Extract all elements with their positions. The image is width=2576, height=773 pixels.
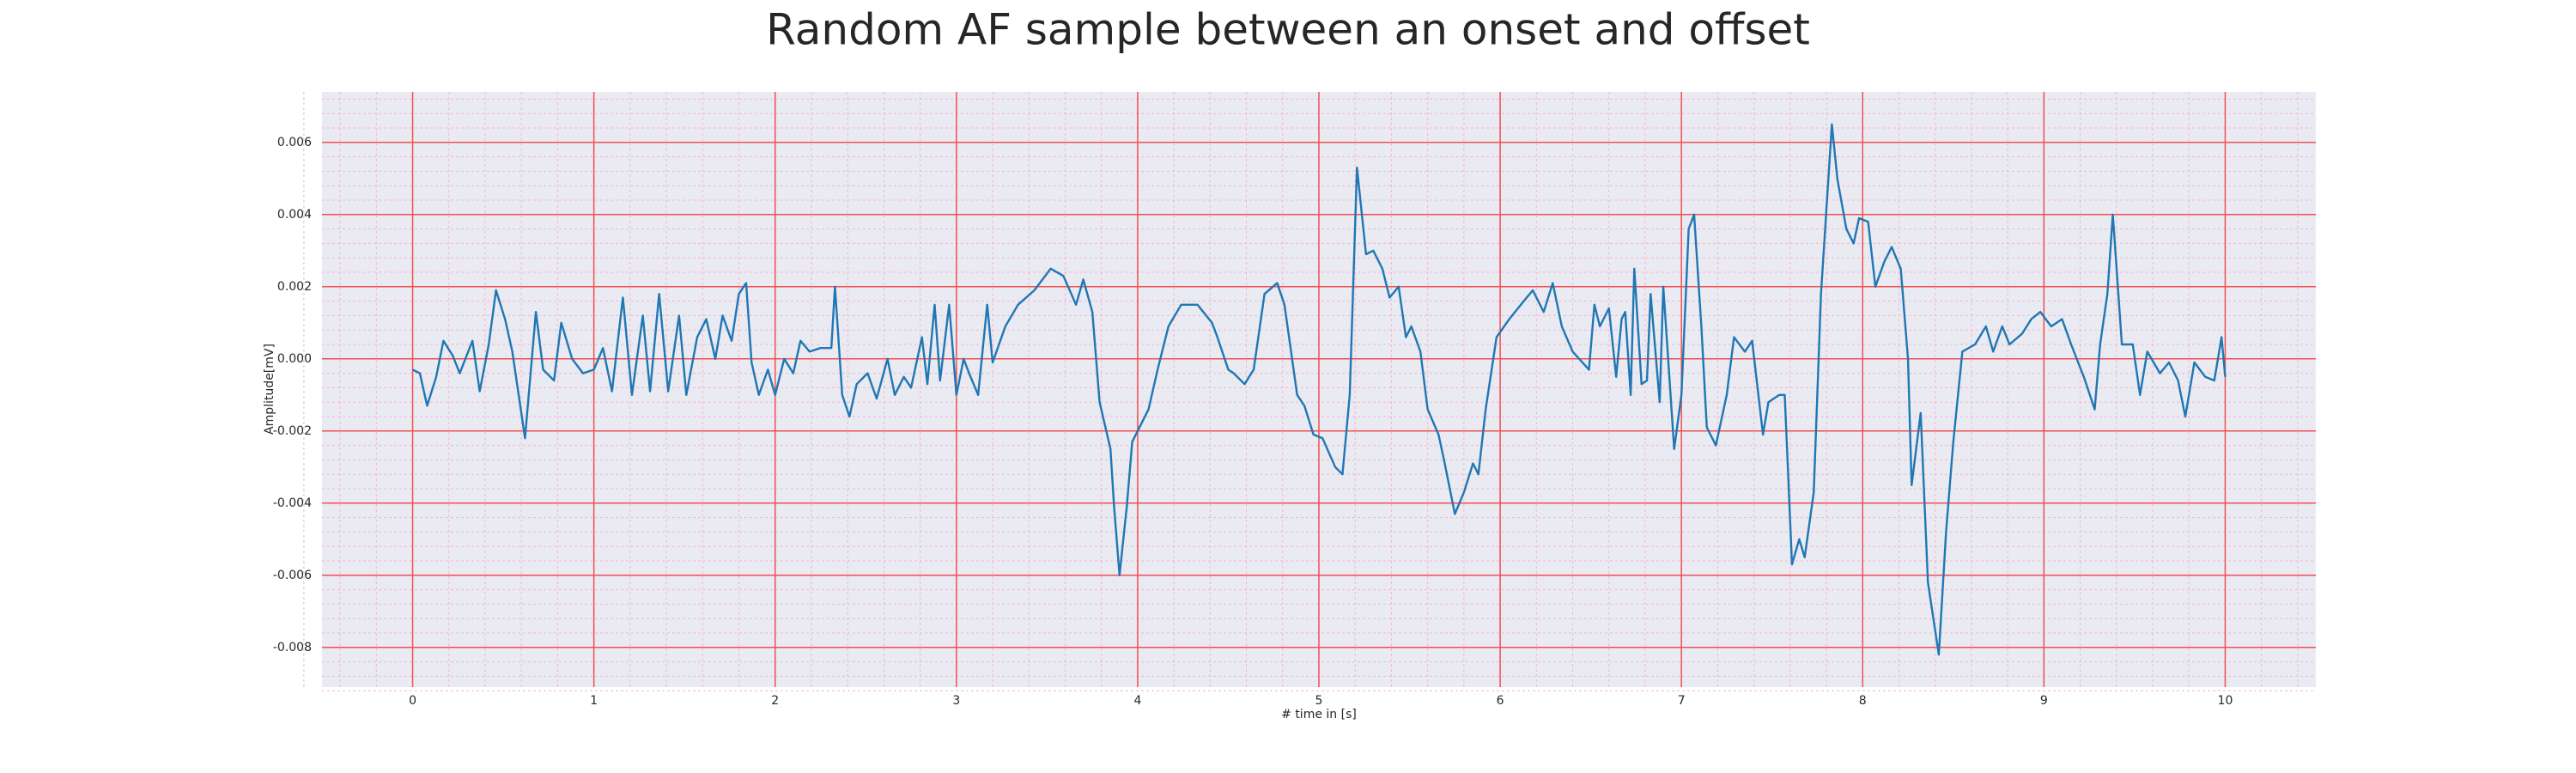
x-tick-label: 7 [1678, 694, 1686, 708]
x-tick-label: 4 [1133, 694, 1141, 708]
y-tick-label: 0.004 [277, 208, 312, 222]
x-tick-label: 9 [2040, 694, 2048, 708]
y-tick-label: -0.008 [273, 641, 312, 654]
y-tick-label: 0.002 [277, 280, 312, 294]
y-tick-label: -0.004 [273, 496, 312, 510]
y-tick-label: 0.000 [277, 352, 312, 366]
x-tick-label: 3 [952, 694, 960, 708]
x-tick-label: 2 [771, 694, 779, 708]
x-axis-label: # time in [s] [1281, 708, 1357, 721]
x-tick-label: 0 [409, 694, 416, 708]
x-tick-label: 6 [1497, 694, 1504, 708]
y-tick-label: -0.006 [273, 569, 312, 582]
signal-line [412, 123, 2227, 656]
x-tick-label: 8 [1859, 694, 1867, 708]
y-tick-label: -0.002 [273, 424, 312, 438]
x-tick-label: 1 [590, 694, 598, 708]
grid [303, 92, 2316, 691]
chart-title: Random AF sample between an onset and of… [766, 5, 1810, 55]
y-tick-label: 0.006 [277, 136, 312, 149]
marks [412, 123, 2227, 656]
x-tick-label: 5 [1315, 694, 1323, 708]
x-tick-label: 10 [2218, 694, 2233, 708]
y-axis-label: Amplitude[mV] [263, 344, 276, 435]
